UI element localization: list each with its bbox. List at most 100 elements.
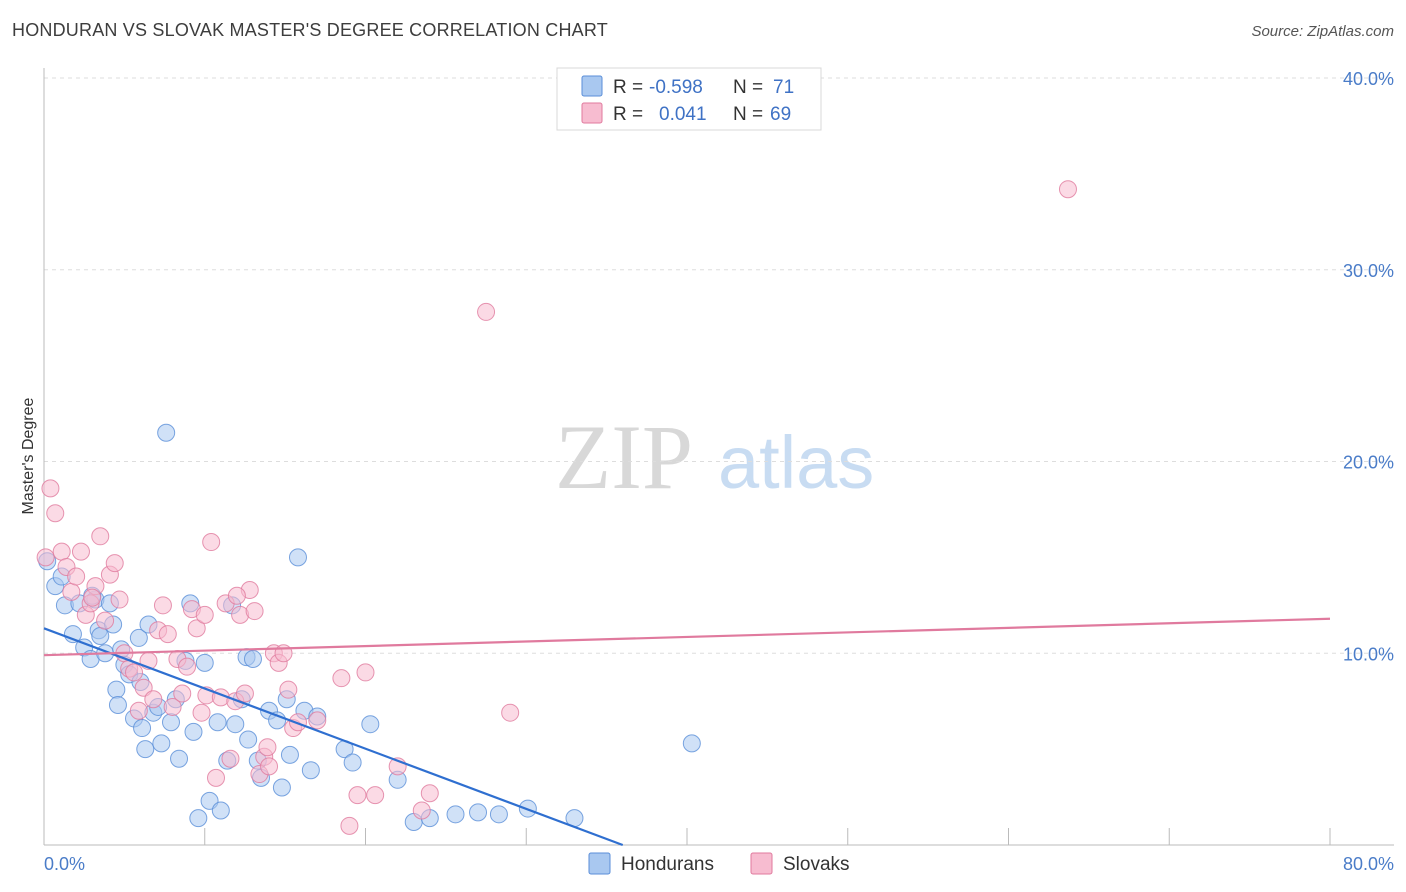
point-hondurans: [136, 740, 155, 759]
point-hondurans: [301, 761, 320, 780]
point-slovaks: [187, 619, 206, 638]
watermark-zip: ZIP: [555, 406, 693, 508]
point-slovaks: [144, 690, 163, 709]
point-hondurans: [272, 778, 291, 797]
point-slovaks: [258, 738, 277, 757]
point-hondurans: [288, 548, 307, 567]
series-legend-swatch-hondurans: [588, 852, 611, 875]
y-tick-label: 10.0%: [1343, 644, 1394, 664]
point-slovaks: [245, 602, 264, 621]
point-slovaks: [71, 542, 90, 561]
point-hondurans: [170, 749, 189, 768]
point-slovaks: [356, 663, 375, 682]
point-hondurans: [361, 715, 380, 734]
point-slovaks: [129, 701, 148, 720]
x-ticks: [204, 828, 1331, 845]
y-tick-label: 30.0%: [1343, 261, 1394, 281]
y-tick-label: 20.0%: [1343, 453, 1394, 473]
point-hondurans: [343, 753, 362, 772]
point-slovaks: [332, 669, 351, 688]
legend-n-label-hondurans: N =: [733, 77, 763, 98]
point-slovaks: [134, 678, 153, 697]
point-slovaks: [366, 786, 385, 805]
point-hondurans: [107, 680, 126, 699]
legend-swatch-slovaks: [581, 102, 603, 124]
legend-r-value-slovaks: 0.041: [659, 104, 707, 125]
point-slovaks: [501, 703, 520, 722]
point-slovaks: [153, 596, 172, 615]
series-legend-label-slovaks: Slovaks: [783, 854, 850, 875]
y-tick-labels: 10.0% 20.0% 30.0% 40.0%: [1343, 69, 1394, 664]
point-slovaks: [96, 611, 115, 630]
source-label: Source: ZipAtlas.com: [1251, 23, 1394, 40]
point-slovaks: [62, 582, 81, 601]
point-slovaks: [348, 786, 367, 805]
point-hondurans: [489, 805, 508, 824]
point-slovaks: [83, 588, 102, 607]
point-slovaks: [195, 605, 214, 624]
point-slovaks: [46, 504, 65, 523]
x-tick-label-min: 0.0%: [44, 854, 85, 874]
y-axis-label: Master's Degree: [20, 397, 37, 514]
point-hondurans: [129, 628, 148, 647]
point-slovaks: [308, 711, 327, 730]
stats-legend: R = -0.598 N = 71 R = 0.041 N = 69: [556, 67, 822, 131]
series-legend-label-hondurans: Hondurans: [621, 854, 714, 875]
trend-line-hondurans: [43, 627, 624, 847]
watermark-atlas: atlas: [718, 421, 874, 504]
legend-r-label-slovaks: R =: [613, 104, 643, 125]
legend-n-value-slovaks: 69: [770, 104, 791, 125]
point-slovaks: [202, 533, 221, 552]
point-hondurans: [108, 696, 127, 715]
point-slovaks: [1058, 180, 1077, 199]
x-tick-label-max: 80.0%: [1343, 854, 1394, 874]
point-slovaks: [163, 697, 182, 716]
point-slovaks: [340, 816, 359, 835]
legend-n-label-slovaks: N =: [733, 104, 763, 125]
y-tick-label: 40.0%: [1343, 69, 1394, 89]
point-hondurans: [280, 745, 299, 764]
point-slovaks: [36, 548, 55, 567]
point-slovaks: [105, 554, 124, 573]
point-hondurans: [211, 801, 230, 820]
point-hondurans: [226, 715, 245, 734]
point-hondurans: [184, 722, 203, 741]
point-hondurans: [161, 713, 180, 732]
point-hondurans: [189, 809, 208, 828]
point-hondurans: [208, 713, 227, 732]
point-slovaks: [221, 749, 240, 768]
point-hondurans: [682, 734, 701, 753]
gridlines: [44, 77, 1394, 654]
point-hondurans: [469, 803, 488, 822]
point-slovaks: [158, 625, 177, 644]
point-slovaks: [91, 527, 110, 546]
series-legend: Hondurans Slovaks: [588, 852, 850, 875]
point-slovaks: [110, 590, 129, 609]
legend-r-label-hondurans: R =: [613, 77, 643, 98]
point-slovaks: [235, 684, 254, 703]
point-slovaks: [227, 586, 246, 605]
point-slovaks: [173, 684, 192, 703]
trend-line-slovaks: [43, 617, 1331, 657]
point-slovaks: [477, 302, 496, 321]
point-slovaks: [412, 801, 431, 820]
point-slovaks: [41, 479, 60, 498]
point-slovaks: [260, 757, 279, 776]
point-hondurans: [446, 805, 465, 824]
point-slovaks: [178, 657, 197, 676]
point-hondurans: [152, 734, 171, 753]
point-hondurans: [195, 653, 214, 672]
point-slovaks: [125, 663, 144, 682]
point-slovaks: [67, 567, 86, 586]
point-hondurans: [133, 719, 152, 738]
series-legend-swatch-slovaks: [750, 852, 773, 875]
point-slovaks: [420, 784, 439, 803]
point-slovaks: [207, 768, 226, 787]
legend-r-value-hondurans: -0.598: [649, 77, 703, 98]
legend-swatch-hondurans: [581, 75, 603, 97]
chart-title: HONDURAN VS SLOVAK MASTER'S DEGREE CORRE…: [12, 20, 608, 40]
point-hondurans: [243, 650, 262, 669]
trend-lines: [43, 617, 1331, 847]
point-slovaks: [279, 680, 298, 699]
